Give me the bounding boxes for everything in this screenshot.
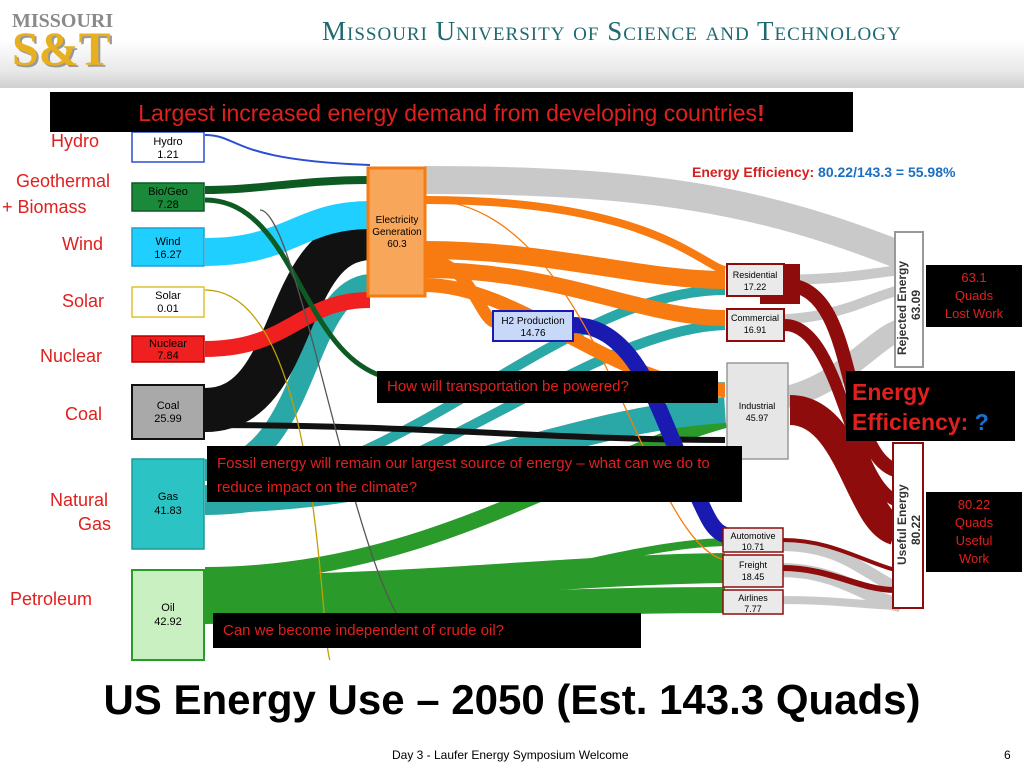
label-natural: Natural <box>50 490 109 510</box>
svg-text:Electricity: Electricity <box>376 215 419 226</box>
quads-useful-box: 80.22 Quads Useful Work <box>926 492 1022 572</box>
svg-text:14.76: 14.76 <box>520 328 545 339</box>
wind-flow <box>204 201 371 266</box>
label-hydro: Hydro <box>51 131 100 151</box>
footer-text: Day 3 - Laufer Energy Symposium Welcome <box>392 748 629 762</box>
energy-efficiency-box: Energy Efficiency: ? <box>846 371 1015 441</box>
callout-transportation: How will transportation be powered? <box>377 371 718 403</box>
nuclear-node-label: Nuclear <box>149 338 187 350</box>
callout-fossil-energy: Fossil energy will remain our largest so… <box>207 446 742 502</box>
hydro-node-label: Hydro <box>153 136 182 148</box>
coal-node-value: 25.99 <box>154 413 182 425</box>
logo-missouri-text: MISSOURI <box>12 10 114 32</box>
wind-node-label: Wind <box>155 236 180 248</box>
callout-crude-oil: Can we become independent of crude oil? <box>213 613 641 648</box>
page-number: 6 <box>1004 748 1011 762</box>
gas-node-label: Gas <box>158 491 179 503</box>
gas-node-value: 41.83 <box>154 505 182 517</box>
svg-text:Residential: Residential <box>733 270 778 280</box>
svg-text:18.45: 18.45 <box>742 572 765 582</box>
coal-node-label: Coal <box>157 400 180 412</box>
useful-energy-label: Useful Energy <box>895 484 909 565</box>
svg-text:Generation: Generation <box>372 227 421 238</box>
header-band <box>0 0 1024 88</box>
svg-text:45.97: 45.97 <box>746 413 769 423</box>
label-geothermal: Geothermal <box>16 171 111 191</box>
electricity-node <box>366 166 427 298</box>
svg-text:7.77: 7.77 <box>744 604 762 614</box>
rejected-energy-value: 63.09 <box>909 290 923 320</box>
svg-text:17.22: 17.22 <box>744 282 767 292</box>
svg-text:16.91: 16.91 <box>744 325 767 335</box>
svg-text:H2 Production: H2 Production <box>501 316 564 327</box>
hydro-node-value: 1.21 <box>157 149 178 161</box>
hydro-flow <box>204 134 371 166</box>
wind-node-value: 16.27 <box>154 249 182 261</box>
electricity-node-text: Electricity Generation 60.3 <box>372 215 421 250</box>
label-petroleum: Petroleum <box>10 589 93 609</box>
label-gas: Gas <box>78 514 112 534</box>
svg-text:Automotive: Automotive <box>730 531 775 541</box>
biogeo-node-label: Bio/Geo <box>148 186 188 198</box>
slide-title: US Energy Use – 2050 (Est. 143.3 Quads) <box>103 676 921 723</box>
svg-text:Industrial: Industrial <box>739 401 776 411</box>
rejected-energy-bar <box>894 231 924 368</box>
solar-node-label: Solar <box>155 290 181 302</box>
label-solar: Solar <box>62 291 105 311</box>
headline-banner: Largest increased energy demand from dev… <box>50 92 853 132</box>
nuclear-node-value: 7.84 <box>157 350 178 362</box>
energy-efficiency-ratio: Energy Efficiency: 80.22/143.3 = 55.98% <box>692 164 956 180</box>
svg-text:10.71: 10.71 <box>742 542 765 552</box>
svg-text:Freight: Freight <box>739 560 768 570</box>
label-wind: Wind <box>62 234 104 254</box>
label-biomass: + Biomass <box>2 197 87 217</box>
nuclear-flow <box>204 292 371 357</box>
svg-text:60.3: 60.3 <box>387 239 407 250</box>
biogeo-flows <box>204 176 726 388</box>
h2-node-text: H2 Production 14.76 <box>501 316 564 339</box>
svg-text:Airlines: Airlines <box>738 593 768 603</box>
biogeo-node-value: 7.28 <box>157 199 178 211</box>
useful-energy-bar <box>892 442 924 609</box>
rejected-energy-label: Rejected Energy <box>895 261 909 355</box>
label-nuclear: Nuclear <box>40 346 103 366</box>
end-use-nodes: Residential 17.22 Commercial 16.91 Indus… <box>722 263 789 615</box>
university-name: Missouri University of Science and Techn… <box>322 16 902 46</box>
oil-node-value: 42.92 <box>154 616 182 628</box>
useful-energy-value: 80.22 <box>909 515 923 545</box>
h2-node <box>492 310 574 342</box>
oil-node-label: Oil <box>161 602 174 614</box>
quads-lost-box: 63.1 Quads Lost Work <box>926 265 1022 327</box>
svg-text:Commercial: Commercial <box>731 313 779 323</box>
label-coal: Coal <box>65 404 103 424</box>
source-nodes: Hydro 1.21 Bio/Geo 7.28 Wind 16.27 Solar… <box>131 131 205 661</box>
solar-node-value: 0.01 <box>157 303 178 315</box>
logo-snt: S&T <box>12 23 111 76</box>
